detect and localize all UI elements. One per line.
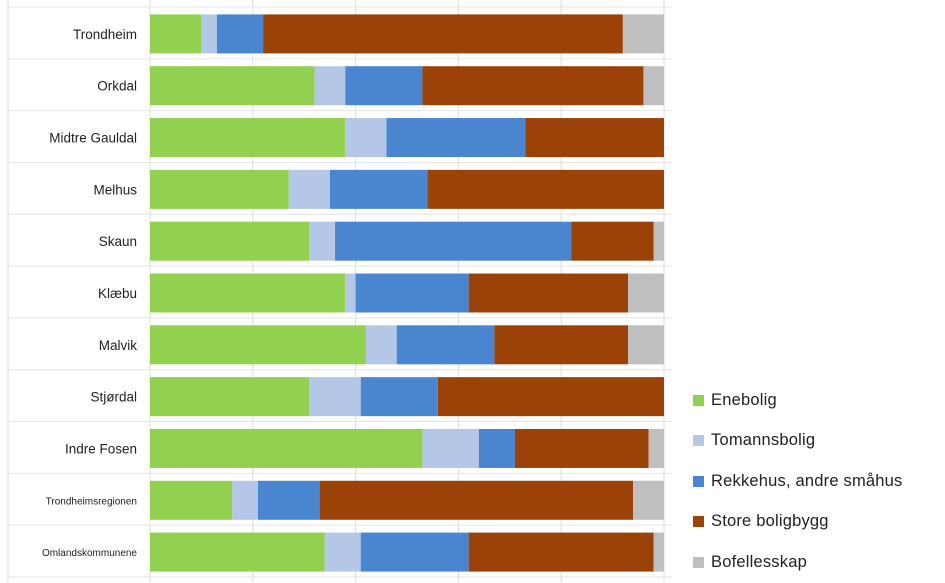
category-label: Midtre Gauldal bbox=[49, 131, 137, 146]
bar-segment bbox=[150, 118, 346, 158]
bar-segment bbox=[653, 532, 664, 572]
bar-segment bbox=[360, 377, 438, 417]
category-label: Stjørdal bbox=[90, 390, 137, 405]
bar-segment bbox=[345, 273, 356, 313]
bar-segment bbox=[150, 480, 233, 520]
bar-segment bbox=[150, 325, 366, 365]
bar-segment bbox=[355, 273, 469, 313]
bar-segment bbox=[216, 14, 264, 54]
legend-label: Bofellesskap bbox=[711, 552, 807, 571]
bar-segment bbox=[622, 14, 664, 54]
bar-segment bbox=[386, 118, 526, 158]
legend-item-bofellesskap: Bofellesskap bbox=[693, 542, 903, 583]
legend-item-enebolig: Enebolig bbox=[693, 380, 903, 421]
bar-segment bbox=[643, 66, 664, 106]
bar-segment bbox=[468, 532, 654, 572]
bar-segment bbox=[360, 532, 469, 572]
bar-segment bbox=[150, 428, 423, 468]
legend-label: Rekkehus, andre småhus bbox=[711, 471, 903, 490]
bar-segment bbox=[396, 325, 495, 365]
bar-segment bbox=[150, 14, 202, 54]
bars bbox=[150, 14, 664, 572]
bar-segment bbox=[309, 377, 361, 417]
category-label: Klæbu bbox=[98, 286, 137, 301]
bar-segment bbox=[150, 377, 310, 417]
bar-segment bbox=[150, 532, 325, 572]
bar-segment bbox=[422, 66, 644, 106]
bar-segment bbox=[319, 480, 634, 520]
bar-segment bbox=[365, 325, 397, 365]
bar-segment bbox=[150, 66, 315, 106]
legend-label: Store boligbygg bbox=[711, 512, 829, 531]
bar-segment bbox=[150, 273, 346, 313]
legend-swatch bbox=[693, 435, 704, 447]
category-label: Trondheim bbox=[73, 27, 137, 42]
bar-segment bbox=[494, 325, 629, 365]
legend: Enebolig Tomannsbolig Rekkehus, andre sm… bbox=[693, 380, 903, 583]
bar-segment bbox=[150, 169, 289, 209]
bar-segment bbox=[628, 325, 664, 365]
bar-segment bbox=[288, 169, 330, 209]
bar-segment bbox=[633, 480, 664, 520]
category-label: Orkdal bbox=[97, 79, 137, 94]
bar-segment bbox=[422, 428, 479, 468]
bar-segment bbox=[309, 221, 336, 261]
legend-item-rekkehus: Rekkehus, andre småhus bbox=[693, 461, 903, 502]
bar-segment bbox=[468, 273, 629, 313]
bar-segment bbox=[514, 428, 649, 468]
bar-segment bbox=[232, 480, 258, 520]
legend-swatch bbox=[693, 516, 704, 528]
legend-label: Enebolig bbox=[711, 390, 777, 409]
bar-segment bbox=[335, 221, 572, 261]
bar-segment bbox=[263, 14, 623, 54]
category-label: Skaun bbox=[99, 234, 137, 249]
category-label: Indre Fosen bbox=[65, 441, 137, 456]
legend-swatch bbox=[693, 475, 704, 487]
legend-item-tomannsbolig: Tomannsbolig bbox=[693, 421, 903, 462]
legend-label: Tomannsbolig bbox=[711, 431, 816, 450]
bar-segment bbox=[478, 428, 515, 468]
bar-segment bbox=[324, 532, 361, 572]
bar-segment bbox=[329, 169, 428, 209]
bar-segment bbox=[437, 377, 664, 417]
legend-swatch bbox=[693, 394, 704, 406]
bar-segment bbox=[653, 221, 664, 261]
bar-segment bbox=[571, 221, 654, 261]
bar-segment bbox=[314, 66, 346, 106]
bar-segment bbox=[345, 118, 387, 158]
bar-segment bbox=[201, 14, 217, 54]
bar-segment bbox=[345, 66, 423, 106]
legend-swatch bbox=[693, 556, 704, 568]
bar-segment bbox=[628, 273, 664, 313]
legend-item-store-boligbygg: Store boligbygg bbox=[693, 502, 903, 543]
bar-segment bbox=[257, 480, 320, 520]
category-label: Omlandskommunene bbox=[42, 548, 137, 559]
category-label: Melhus bbox=[93, 182, 137, 197]
category-label: Malvik bbox=[99, 338, 138, 353]
bar-segment bbox=[427, 169, 664, 209]
bar-segment bbox=[648, 428, 664, 468]
bar-segment bbox=[150, 221, 310, 261]
bar-segment bbox=[525, 118, 664, 158]
category-label: Trondheimsregionen bbox=[46, 496, 137, 507]
